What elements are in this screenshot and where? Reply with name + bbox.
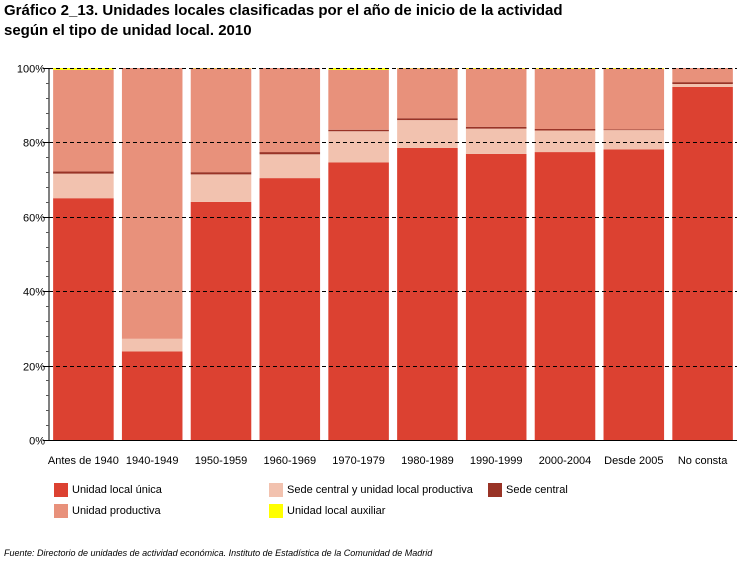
bar-segment: [121, 351, 183, 440]
bar-segment: [53, 198, 114, 440]
bar-segment: [328, 69, 389, 130]
legend-label: Unidad local única: [72, 484, 162, 496]
legend-swatch: [269, 504, 283, 518]
chart-title: Gráfico 2_13. Unidades locales clasifica…: [4, 1, 734, 41]
y-tick-label: 0%: [29, 436, 45, 448]
y-tick-label: 80%: [23, 138, 45, 150]
bar-segment: [190, 68, 252, 173]
bar-segment: [465, 68, 527, 69]
legend-item: Sede central: [488, 483, 568, 497]
bar-segment: [603, 149, 665, 440]
bar-segment: [121, 338, 183, 352]
bar-segment: [465, 126, 527, 129]
legend-item: Unidad local única: [54, 483, 162, 497]
bar-segment: [397, 118, 458, 121]
bar-segment: [53, 69, 114, 172]
y-tick-label: 100%: [17, 64, 45, 76]
legend-label: Unidad productiva: [72, 505, 161, 517]
x-tick-label: 2000-2004: [539, 455, 592, 467]
bar-segment: [53, 173, 114, 199]
x-tick-label: 1990-1999: [470, 455, 523, 467]
bar-segment: [534, 129, 596, 131]
source-note: Fuente: Directorio de unidades de activi…: [4, 548, 433, 558]
bar-segment: [534, 68, 596, 69]
bar-segment: [603, 130, 665, 150]
legend-item: Unidad productiva: [54, 504, 161, 518]
bar-segment: [534, 68, 596, 130]
bar-segment: [53, 68, 114, 70]
bar-segment: [121, 68, 183, 339]
legend-label: Unidad local auxiliar: [287, 505, 386, 517]
x-tick-label: 1980-1989: [401, 455, 454, 467]
bar-segment: [328, 162, 389, 440]
legend-swatch: [54, 504, 68, 518]
legend-item: Unidad local auxiliar: [269, 504, 385, 518]
bar-segment: [190, 174, 252, 202]
bar-segment: [259, 152, 321, 155]
legend-label: Sede central: [506, 484, 568, 496]
x-tick-label: No consta: [678, 455, 728, 467]
bar-segment: [603, 68, 665, 130]
bar-segment: [465, 68, 527, 127]
bar-segment: [672, 86, 733, 441]
bar-segment: [534, 130, 596, 153]
bar-segment: [328, 129, 389, 132]
bar-segment: [672, 82, 733, 84]
bar-segment: [465, 153, 527, 440]
legend-swatch: [488, 483, 502, 497]
bar-segment: [534, 152, 596, 440]
bar-segment: [259, 154, 321, 179]
x-tick-label: 1960-1969: [263, 455, 316, 467]
bar-segment: [259, 178, 321, 440]
y-tick-label: 40%: [23, 287, 45, 299]
x-tick-label: 1970-1979: [332, 455, 385, 467]
x-tick-label: Desde 2005: [604, 455, 663, 467]
bar-segment: [259, 68, 321, 153]
bar-segment: [328, 131, 389, 163]
bar-segment: [465, 128, 527, 154]
y-tick-label: 60%: [23, 213, 45, 225]
stacked-bar-chart: 0% 20% 40% 60% 80% 100% Antes de 1940 1940-1949…: [17, 64, 737, 467]
y-tick-label: 20%: [23, 362, 45, 374]
bar-segment: [397, 120, 458, 148]
chart-title-line-2: según el tipo de unidad local. 2010: [4, 22, 252, 39]
legend-swatch: [54, 483, 68, 497]
bar-segment: [53, 171, 114, 174]
bar-segment: [190, 201, 252, 440]
chart-title-line-1: Gráfico 2_13. Unidades locales clasifica…: [4, 2, 563, 19]
bar-segment: [672, 83, 733, 87]
legend-swatch: [269, 483, 283, 497]
bar-segment: [672, 68, 733, 83]
x-tick-label: 1940-1949: [126, 455, 179, 467]
x-tick-label: Antes de 1940: [48, 455, 119, 467]
bar-segment: [190, 172, 252, 175]
bar-segment: [397, 68, 458, 119]
bar-segment: [397, 147, 458, 441]
legend-label: Sede central y unidad local productiva: [287, 484, 473, 496]
bar-segment: [603, 129, 665, 131]
legend-item: Sede central y unidad local productiva: [269, 483, 473, 497]
x-tick-label: 1950-1959: [195, 455, 248, 467]
